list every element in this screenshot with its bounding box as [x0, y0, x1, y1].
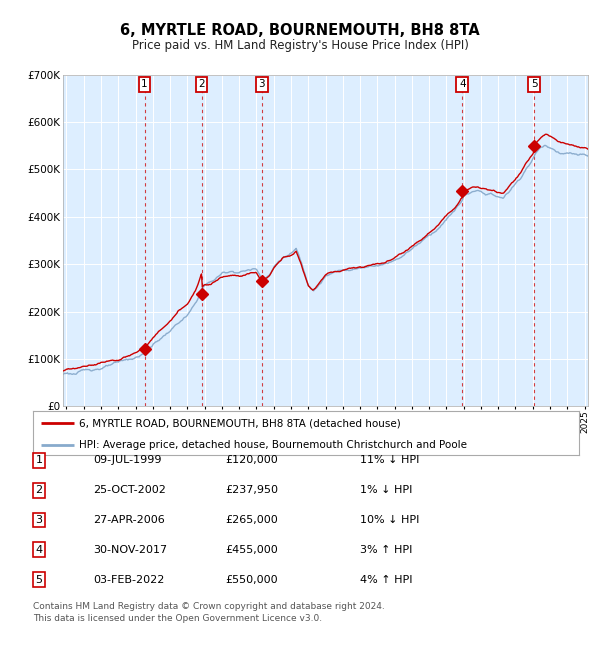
Text: 03-FEB-2022: 03-FEB-2022	[93, 575, 164, 585]
Text: Price paid vs. HM Land Registry's House Price Index (HPI): Price paid vs. HM Land Registry's House …	[131, 39, 469, 52]
Text: 4% ↑ HPI: 4% ↑ HPI	[360, 575, 413, 585]
Text: 1% ↓ HPI: 1% ↓ HPI	[360, 485, 412, 495]
Text: £265,000: £265,000	[225, 515, 278, 525]
Text: 3: 3	[259, 79, 265, 89]
Text: 10% ↓ HPI: 10% ↓ HPI	[360, 515, 419, 525]
Text: 25-OCT-2002: 25-OCT-2002	[93, 485, 166, 495]
Text: 6, MYRTLE ROAD, BOURNEMOUTH, BH8 8TA: 6, MYRTLE ROAD, BOURNEMOUTH, BH8 8TA	[120, 23, 480, 38]
Text: 6, MYRTLE ROAD, BOURNEMOUTH, BH8 8TA (detached house): 6, MYRTLE ROAD, BOURNEMOUTH, BH8 8TA (de…	[79, 418, 401, 428]
Text: 27-APR-2006: 27-APR-2006	[93, 515, 165, 525]
Text: £237,950: £237,950	[225, 485, 278, 495]
Text: 2: 2	[198, 79, 205, 89]
Text: £550,000: £550,000	[225, 575, 278, 585]
Text: 5: 5	[531, 79, 538, 89]
Text: 3: 3	[35, 515, 43, 525]
Text: 2: 2	[35, 485, 43, 495]
Text: 1: 1	[141, 79, 148, 89]
Text: 4: 4	[459, 79, 466, 89]
Text: £455,000: £455,000	[225, 545, 278, 555]
Text: HPI: Average price, detached house, Bournemouth Christchurch and Poole: HPI: Average price, detached house, Bour…	[79, 440, 467, 450]
Text: 3% ↑ HPI: 3% ↑ HPI	[360, 545, 412, 555]
Text: 1: 1	[35, 455, 43, 465]
Text: This data is licensed under the Open Government Licence v3.0.: This data is licensed under the Open Gov…	[33, 614, 322, 623]
Text: 4: 4	[35, 545, 43, 555]
Text: 30-NOV-2017: 30-NOV-2017	[93, 545, 167, 555]
Text: 11% ↓ HPI: 11% ↓ HPI	[360, 455, 419, 465]
Text: Contains HM Land Registry data © Crown copyright and database right 2024.: Contains HM Land Registry data © Crown c…	[33, 602, 385, 611]
Text: £120,000: £120,000	[225, 455, 278, 465]
Text: 09-JUL-1999: 09-JUL-1999	[93, 455, 161, 465]
Text: 5: 5	[35, 575, 43, 585]
